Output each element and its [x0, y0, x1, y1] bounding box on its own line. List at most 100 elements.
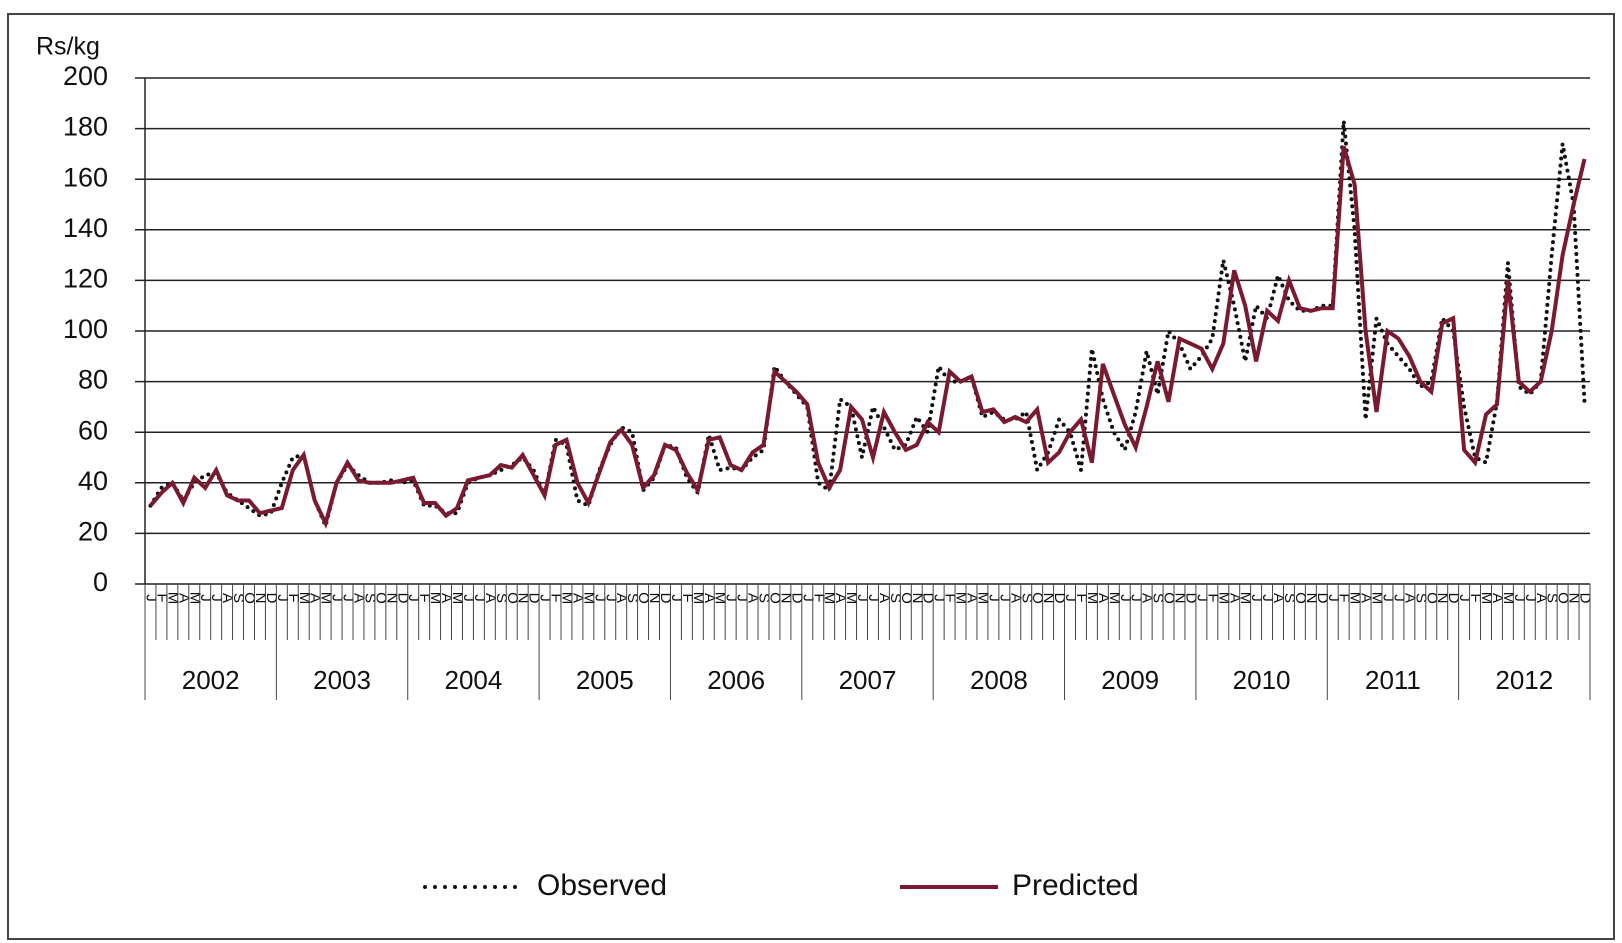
- x-tick-label: N: [1040, 593, 1057, 604]
- x-tick-label: A: [745, 593, 762, 603]
- x-tick-label: O: [504, 592, 521, 604]
- x-tick-label: A: [1401, 593, 1418, 603]
- x-tick-label: O: [372, 592, 389, 604]
- x-tick-label: D: [1314, 593, 1331, 604]
- x-tick-label: F: [548, 593, 565, 602]
- x-tick-label: J: [865, 594, 882, 602]
- x-tick-label: A: [307, 593, 324, 603]
- y-tick-label: 20: [78, 517, 108, 547]
- x-tick-label: J: [471, 594, 488, 602]
- x-tick-label: S: [1150, 593, 1167, 603]
- x-tick-label: M: [712, 592, 729, 605]
- x-tick-label: J: [1456, 594, 1473, 602]
- x-tick-label: N: [1566, 593, 1583, 604]
- x-tick-label: F: [285, 593, 302, 602]
- x-tick-label: F: [153, 593, 170, 602]
- x-tick-label: D: [1051, 593, 1068, 604]
- x-tick-label: M: [164, 592, 181, 605]
- x-tick-label: O: [1029, 592, 1046, 604]
- x-tick-label: J: [854, 594, 871, 602]
- x-tick-label: F: [1204, 593, 1221, 602]
- series-line: [148, 145, 1587, 530]
- x-tick-label: S: [1412, 593, 1429, 603]
- y-tick-label: 120: [63, 264, 108, 294]
- x-tick-label: J: [591, 594, 608, 602]
- legend-label: Observed: [537, 869, 667, 902]
- x-tick-label: F: [942, 593, 959, 602]
- x-tick-label: N: [1172, 593, 1189, 604]
- x-tick-label: J: [799, 594, 816, 602]
- year-label: 2007: [839, 665, 897, 695]
- x-tick-label: M: [1369, 592, 1386, 605]
- y-tick-label: 200: [63, 61, 108, 91]
- x-tick-label: F: [810, 593, 827, 602]
- year-label: 2004: [444, 665, 502, 695]
- y-tick-label: 180: [63, 112, 108, 142]
- legend-label: Predicted: [1012, 869, 1139, 902]
- x-tick-label: F: [1467, 593, 1484, 602]
- x-tick-label: A: [1095, 593, 1112, 603]
- x-tick-label: N: [383, 593, 400, 604]
- x-tick-label: M: [821, 592, 838, 605]
- x-tick-label: F: [416, 593, 433, 602]
- x-tick-label: M: [843, 592, 860, 605]
- x-tick-label: M: [296, 592, 313, 605]
- x-tick-label: O: [1555, 592, 1572, 604]
- y-tick-label: 0: [93, 567, 108, 597]
- x-tick-label: A: [1270, 593, 1287, 603]
- x-tick-label: A: [1489, 593, 1506, 603]
- x-tick-label: M: [953, 592, 970, 605]
- x-tick-label: D: [920, 593, 937, 604]
- x-tick-label: F: [679, 593, 696, 602]
- x-tick-label: M: [690, 592, 707, 605]
- x-tick-label: M: [1237, 592, 1254, 605]
- x-tick-label: J: [931, 594, 948, 602]
- x-tick-label: J: [143, 594, 160, 602]
- x-tick-label: J: [208, 594, 225, 602]
- year-label: 2011: [1365, 665, 1421, 695]
- x-tick-label: F: [1336, 593, 1353, 602]
- x-tick-label: M: [427, 592, 444, 605]
- x-tick-label: A: [1533, 593, 1550, 603]
- x-tick-label: J: [985, 594, 1002, 602]
- x-tick-label: J: [734, 594, 751, 602]
- x-tick-label: M: [558, 592, 575, 605]
- x-tick-label: A: [175, 593, 192, 603]
- y-tick-label: 40: [78, 466, 108, 496]
- x-tick-label: N: [777, 593, 794, 604]
- x-tick-label: J: [1193, 594, 1210, 602]
- x-tick-label: O: [1423, 592, 1440, 604]
- x-tick-label: J: [537, 594, 554, 602]
- x-tick-label: J: [602, 594, 619, 602]
- x-tick-label: D: [1577, 593, 1594, 604]
- x-tick-label: M: [974, 592, 991, 605]
- year-label: 2003: [313, 665, 371, 695]
- x-tick-label: J: [1325, 594, 1342, 602]
- x-tick-label: A: [219, 593, 236, 603]
- x-tick-label: S: [756, 593, 773, 603]
- y-tick-label: 60: [78, 415, 108, 445]
- x-tick-label: J: [1522, 594, 1539, 602]
- x-tick-label: J: [329, 594, 346, 602]
- year-label: 2009: [1101, 665, 1159, 695]
- x-tick-label: S: [1544, 593, 1561, 603]
- x-tick-label: D: [1445, 593, 1462, 604]
- x-tick-label: D: [526, 593, 543, 604]
- year-label: 2002: [182, 665, 240, 695]
- x-tick-label: J: [1062, 594, 1079, 602]
- x-tick-label: N: [252, 593, 269, 604]
- x-tick-label: J: [723, 594, 740, 602]
- x-tick-label: J: [1117, 594, 1134, 602]
- x-tick-label: J: [1380, 594, 1397, 602]
- x-tick-label: A: [1358, 593, 1375, 603]
- x-tick-label: J: [405, 594, 422, 602]
- y-tick-label: 100: [63, 314, 108, 344]
- x-tick-label: A: [438, 593, 455, 603]
- x-tick-label: M: [1478, 592, 1495, 605]
- x-tick-label: A: [964, 593, 981, 603]
- x-tick-label: J: [197, 594, 214, 602]
- y-axis-label: Rs/kg: [36, 33, 100, 61]
- x-tick-label: J: [340, 594, 357, 602]
- x-tick-label: S: [230, 593, 247, 603]
